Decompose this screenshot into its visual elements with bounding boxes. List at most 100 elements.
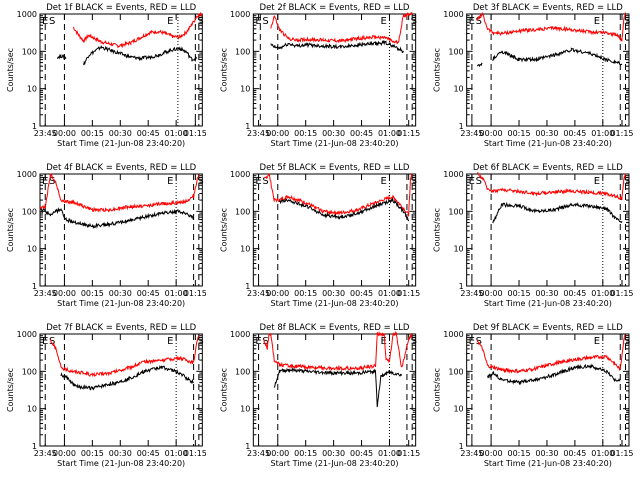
marker-e-right: E — [594, 16, 600, 27]
y-tick-label: 100 — [235, 207, 250, 216]
x-tick-label: 23:45 — [460, 129, 483, 138]
x-tick-label: 01:15 — [610, 449, 633, 458]
marker-e-left: E — [469, 176, 475, 187]
x-tick-label: 01:00 — [165, 129, 188, 138]
y-axis-label: Counts/sec — [433, 368, 442, 412]
x-tick-label: 01:00 — [378, 289, 401, 298]
lld-series-line — [50, 335, 200, 378]
lld-series-line — [263, 330, 413, 372]
marker-e-right: E — [380, 336, 386, 347]
marker-s-right: S — [624, 176, 630, 187]
marker-s-right: S — [197, 336, 203, 347]
marker-s-left: S — [49, 16, 55, 27]
lld-series-line — [476, 334, 626, 374]
plot-frame — [252, 13, 417, 127]
x-tick-label: 01:00 — [165, 289, 188, 298]
x-tick-label: 23:45 — [34, 289, 57, 298]
marker-e-left: E — [42, 176, 48, 187]
marker-s-right: S — [624, 336, 630, 347]
y-tick-label: 1000 — [17, 10, 37, 19]
marker-e-left: E — [255, 336, 261, 347]
y-tick-label: 10 — [453, 405, 463, 414]
x-tick-label: 01:15 — [397, 449, 420, 458]
plot-title: Det 1f BLACK = Events, RED = LLD — [46, 3, 196, 13]
x-tick-label: 01:15 — [184, 129, 207, 138]
y-axis-label: Counts/sec — [219, 48, 228, 92]
x-tick-label: 00:15 — [81, 449, 104, 458]
detector-panel-1: Det 1f BLACK = Events, RED = LLD 1 10 100 10… — [6, 3, 207, 148]
y-axis-label: Counts/sec — [6, 48, 15, 92]
x-tick-label: 00:30 — [322, 289, 345, 298]
plot-title: Det 8f BLACK = Events, RED = LLD — [260, 323, 410, 333]
y-tick-label: 100 — [22, 367, 37, 376]
x-tick-label: 00:15 — [507, 289, 530, 298]
x-tick-label: 01:15 — [397, 289, 420, 298]
marker-s-right: S — [411, 336, 417, 347]
y-tick-label: 10 — [27, 405, 37, 414]
x-tick-label: 00:30 — [109, 129, 132, 138]
y-tick-label: 100 — [235, 47, 250, 56]
x-tick-label: 01:00 — [378, 129, 401, 138]
marker-e-left: E — [255, 16, 261, 27]
marker-e-right: E — [167, 336, 173, 347]
x-tick-label: 00:45 — [137, 289, 160, 298]
x-tick-label: 01:00 — [591, 129, 614, 138]
y-tick-label: 1 — [245, 442, 250, 451]
x-tick-label: 00:00 — [53, 129, 76, 138]
x-tick-label: 00:00 — [480, 449, 503, 458]
marker-e-left: E — [469, 16, 475, 27]
x-tick-label: 00:30 — [322, 449, 345, 458]
plot-title: Det 3f BLACK = Events, RED = LLD — [473, 3, 623, 13]
y-tick-label: 100 — [22, 47, 37, 56]
detector-panel-6: Det 6f BLACK = Events, RED = LLD 1 10 100 10… — [433, 163, 634, 308]
x-axis-label: Start Time (21-Jun-08 23:40:20) — [484, 299, 612, 308]
x-tick-label: 00:15 — [294, 449, 317, 458]
marker-e-right: E — [167, 16, 173, 27]
y-tick-label: 100 — [448, 367, 463, 376]
marker-e-right: E — [594, 336, 600, 347]
x-tick-label: 00:30 — [109, 449, 132, 458]
plot-title: Det 7f BLACK = Events, RED = LLD — [46, 323, 196, 333]
marker-s-left: S — [262, 16, 268, 27]
marker-s-left: S — [49, 176, 55, 187]
plot-frame — [39, 173, 203, 287]
x-tick-label: 00:00 — [266, 289, 289, 298]
marker-e-left: E — [42, 336, 48, 347]
marker-s-left: S — [262, 176, 268, 187]
x-tick-label: 23:45 — [247, 289, 270, 298]
plot-title: Det 6f BLACK = Events, RED = LLD — [473, 163, 623, 173]
marker-s-right: S — [197, 16, 203, 27]
x-tick-label: 00:45 — [563, 129, 586, 138]
detector-panel-7: Det 7f BLACK = Events, RED = LLD 1 10 100 10… — [6, 323, 207, 468]
y-tick-label: 1000 — [443, 10, 463, 19]
y-tick-label: 10 — [240, 405, 250, 414]
x-tick-label: 00:30 — [535, 289, 558, 298]
detector-panel-5: Det 5f BLACK = Events, RED = LLD 1 10 100 10… — [219, 163, 420, 308]
y-tick-label: 1 — [459, 282, 464, 291]
x-tick-label: 00:15 — [507, 449, 530, 458]
detector-panel-4: Det 4f BLACK = Events, RED = LLD 1 10 100 10… — [6, 163, 207, 308]
plot-frame — [252, 173, 417, 287]
y-axis-label: Counts/sec — [433, 48, 442, 92]
detector-panel-3: Det 3f BLACK = Events, RED = LLD 1 10 100 10… — [433, 3, 634, 148]
marker-e-left: E — [42, 16, 48, 27]
y-tick-label: 10 — [453, 245, 463, 254]
plot-frame — [39, 13, 203, 127]
events-series-line — [57, 45, 198, 66]
x-tick-label: 01:15 — [184, 289, 207, 298]
x-tick-label: 23:45 — [247, 129, 270, 138]
y-tick-label: 1000 — [230, 170, 250, 179]
x-axis-label: Start Time (21-Jun-08 23:40:20) — [57, 299, 185, 308]
detector-panel-2: Det 2f BLACK = Events, RED = LLD 1 10 100 10… — [219, 3, 420, 148]
x-tick-label: 00:15 — [294, 289, 317, 298]
y-axis-label: Counts/sec — [219, 368, 228, 412]
x-tick-label: 01:15 — [184, 449, 207, 458]
x-tick-label: 00:45 — [350, 449, 373, 458]
plot-title: Det 9f BLACK = Events, RED = LLD — [473, 323, 623, 333]
x-tick-label: 00:30 — [322, 129, 345, 138]
lld-series-line — [270, 11, 413, 44]
y-tick-label: 1 — [32, 442, 37, 451]
y-tick-label: 1 — [245, 282, 250, 291]
x-tick-label: 01:15 — [397, 129, 420, 138]
